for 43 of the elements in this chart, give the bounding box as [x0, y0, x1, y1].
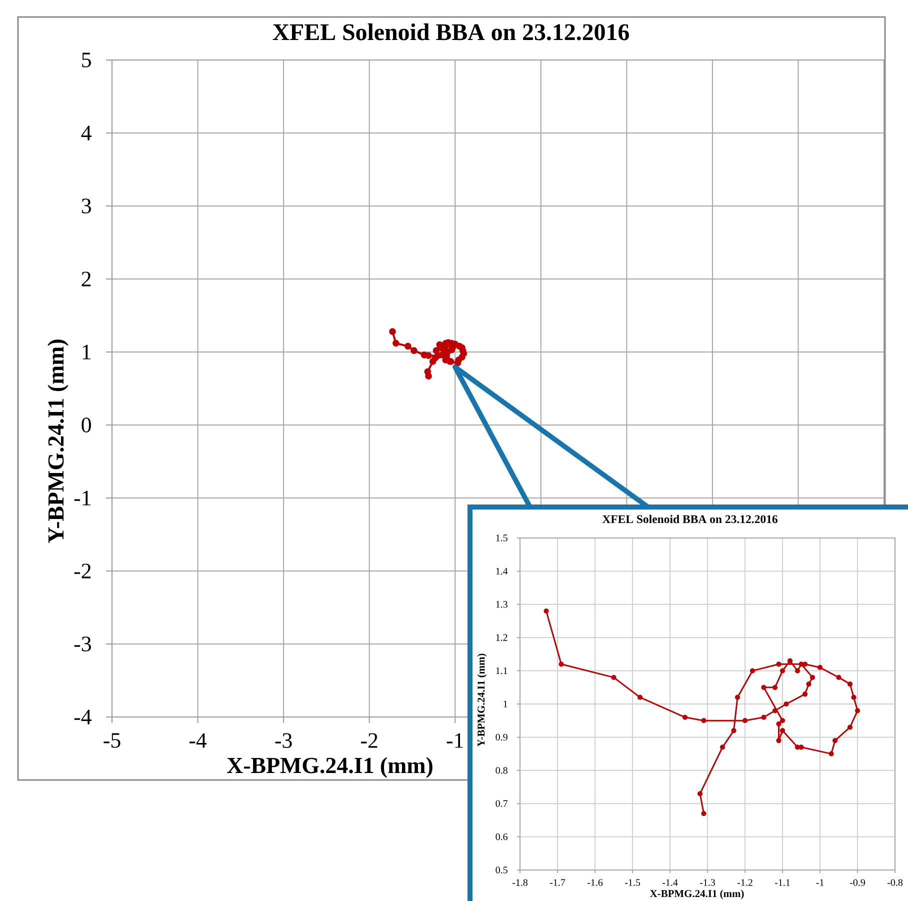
y-tick-label: 3 [82, 198, 91, 214]
y-tick-label: 1 [504, 700, 508, 708]
y-tick-label: 1.5 [496, 534, 508, 542]
x-tick-label: -0.8 [888, 879, 903, 886]
x-tick-label: -4 [189, 733, 207, 748]
x-tick-label: -1.4 [662, 879, 678, 886]
y-tick-label: 1.4 [496, 568, 508, 575]
x-tick-label: -1.8 [512, 879, 528, 886]
y-tick-label: -4 [74, 710, 92, 724]
x-axis-title: X-BPMG.24.I1 (mm) [227, 757, 432, 778]
x-tick-label: -1.7 [550, 879, 566, 886]
y-tick-label: 0.9 [496, 734, 508, 741]
y-tick-label: 4 [81, 126, 92, 140]
x-tick-label: -1.3 [700, 879, 716, 886]
y-tick-label: 1.1 [496, 667, 508, 674]
x-tick-label: -2 [361, 733, 378, 748]
y-tick-label: 0.5 [496, 866, 508, 874]
x-axis-title: X-BPMG.24.I1 (mm) [650, 890, 744, 900]
x-tick-label: -0.9 [850, 879, 865, 886]
y-tick-label: 1.2 [496, 634, 508, 641]
x-tick-label: -5 [104, 733, 120, 748]
y-tick-label: 2 [82, 272, 91, 286]
y-axis-title: Y-BPMG.24.I1 (mm) [477, 654, 487, 747]
x-tick-label: -1.5 [625, 879, 640, 886]
x-tick-label: -1.6 [587, 879, 603, 886]
y-tick-label: 0.8 [496, 767, 508, 774]
x-tick-label: -1.1 [775, 879, 790, 886]
y-tick-label: -3 [74, 636, 91, 652]
y-tick-label: 0.7 [496, 800, 508, 807]
y-tick-label: 5 [82, 52, 91, 68]
y-axis-title: Y-BPMG.24.I1 (mm) [48, 340, 68, 543]
y-tick-label: 0.6 [496, 833, 508, 840]
y-tick-label: -1 [74, 490, 90, 506]
x-tick-label: -1 [816, 879, 824, 886]
y-tick-label: 0 [82, 418, 91, 432]
y-tick-label: 1.3 [496, 601, 508, 608]
chart-title: XFEL Solenoid BBA on 23.12.2016 [272, 23, 629, 40]
x-tick-label: -1 [446, 733, 463, 748]
x-tick-label: -1.2 [738, 879, 752, 886]
chart-title: XFEL Solenoid BBA on 23.12.2016 [602, 514, 778, 524]
y-tick-label: 1 [82, 344, 90, 360]
y-tick-label: -2 [74, 564, 91, 578]
x-tick-label: -3 [275, 733, 292, 748]
